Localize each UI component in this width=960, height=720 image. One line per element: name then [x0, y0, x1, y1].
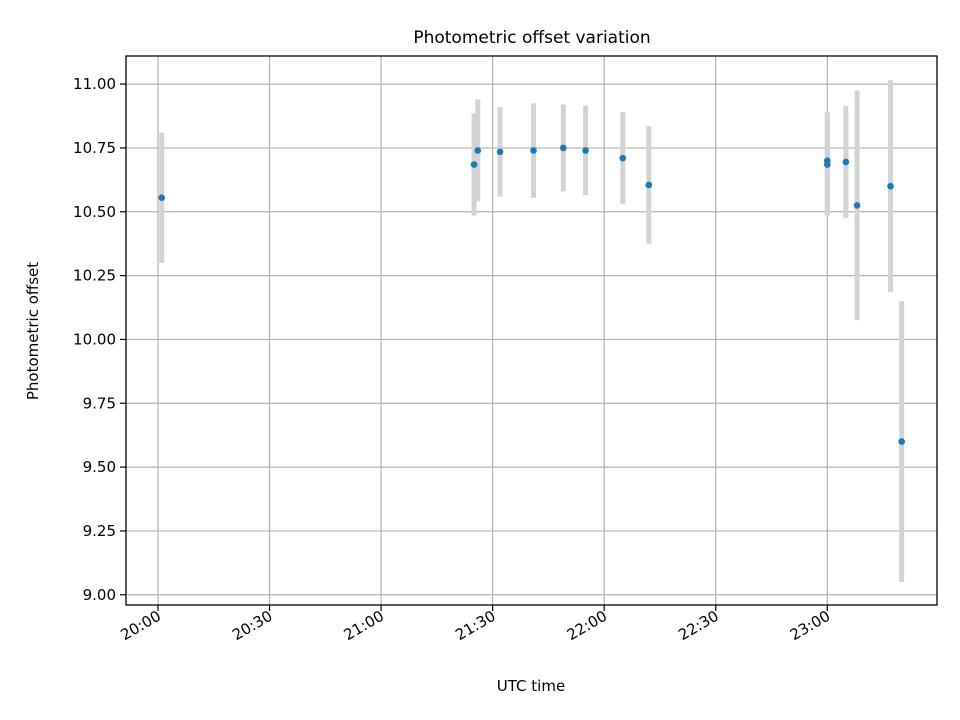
y-tick-label: 10.50: [73, 203, 116, 221]
y-tick-label: 10.25: [73, 267, 116, 285]
data-point: [842, 158, 850, 166]
plot-frame: [125, 55, 938, 606]
x-tick-label: 20:30: [229, 607, 275, 644]
data-point: [887, 182, 894, 190]
data-points: [158, 144, 905, 445]
y-tick-label: 9.75: [83, 394, 116, 412]
y-axis: 9.00 9.25 9.50 9.75 10.00 10.25 10.50 10.75 11.0…: [73, 75, 126, 604]
data-point: [853, 202, 861, 209]
y-tick-label: 10.75: [73, 139, 116, 157]
grid: [126, 56, 937, 605]
chart-title: Photometric offset variation: [413, 28, 650, 48]
x-tick-label: 21:00: [341, 607, 387, 644]
y-tick-label: 9.25: [83, 522, 116, 540]
x-tick-label: 23:00: [787, 607, 833, 644]
data-point: [559, 144, 567, 152]
data-point: [474, 147, 482, 154]
data-point: [898, 438, 905, 445]
y-tick-label: 9.50: [83, 458, 116, 476]
data-point: [158, 194, 165, 202]
x-tick-label: 20:00: [118, 607, 164, 644]
y-tick-label: 9.00: [83, 586, 116, 604]
y-axis-label: Photometric offset: [24, 262, 42, 400]
data-point: [470, 161, 478, 168]
y-tick-label: 11.00: [73, 75, 116, 93]
data-point: [582, 147, 589, 154]
y-tick-label: 10.00: [73, 330, 116, 348]
data-point: [645, 181, 653, 189]
data-point: [824, 157, 831, 164]
x-tick-label: 22:00: [564, 607, 610, 644]
x-axis-label: UTC time: [497, 677, 565, 695]
x-axis: 20:00 20:30 21:00 21:30 22:00 22:30 23:00: [118, 605, 833, 644]
data-point: [619, 154, 627, 162]
data-point: [496, 148, 504, 156]
error-bars: [159, 80, 905, 583]
x-tick-label: 21:30: [452, 607, 498, 644]
x-tick-label: 22:30: [675, 607, 721, 644]
data-point: [530, 147, 537, 154]
